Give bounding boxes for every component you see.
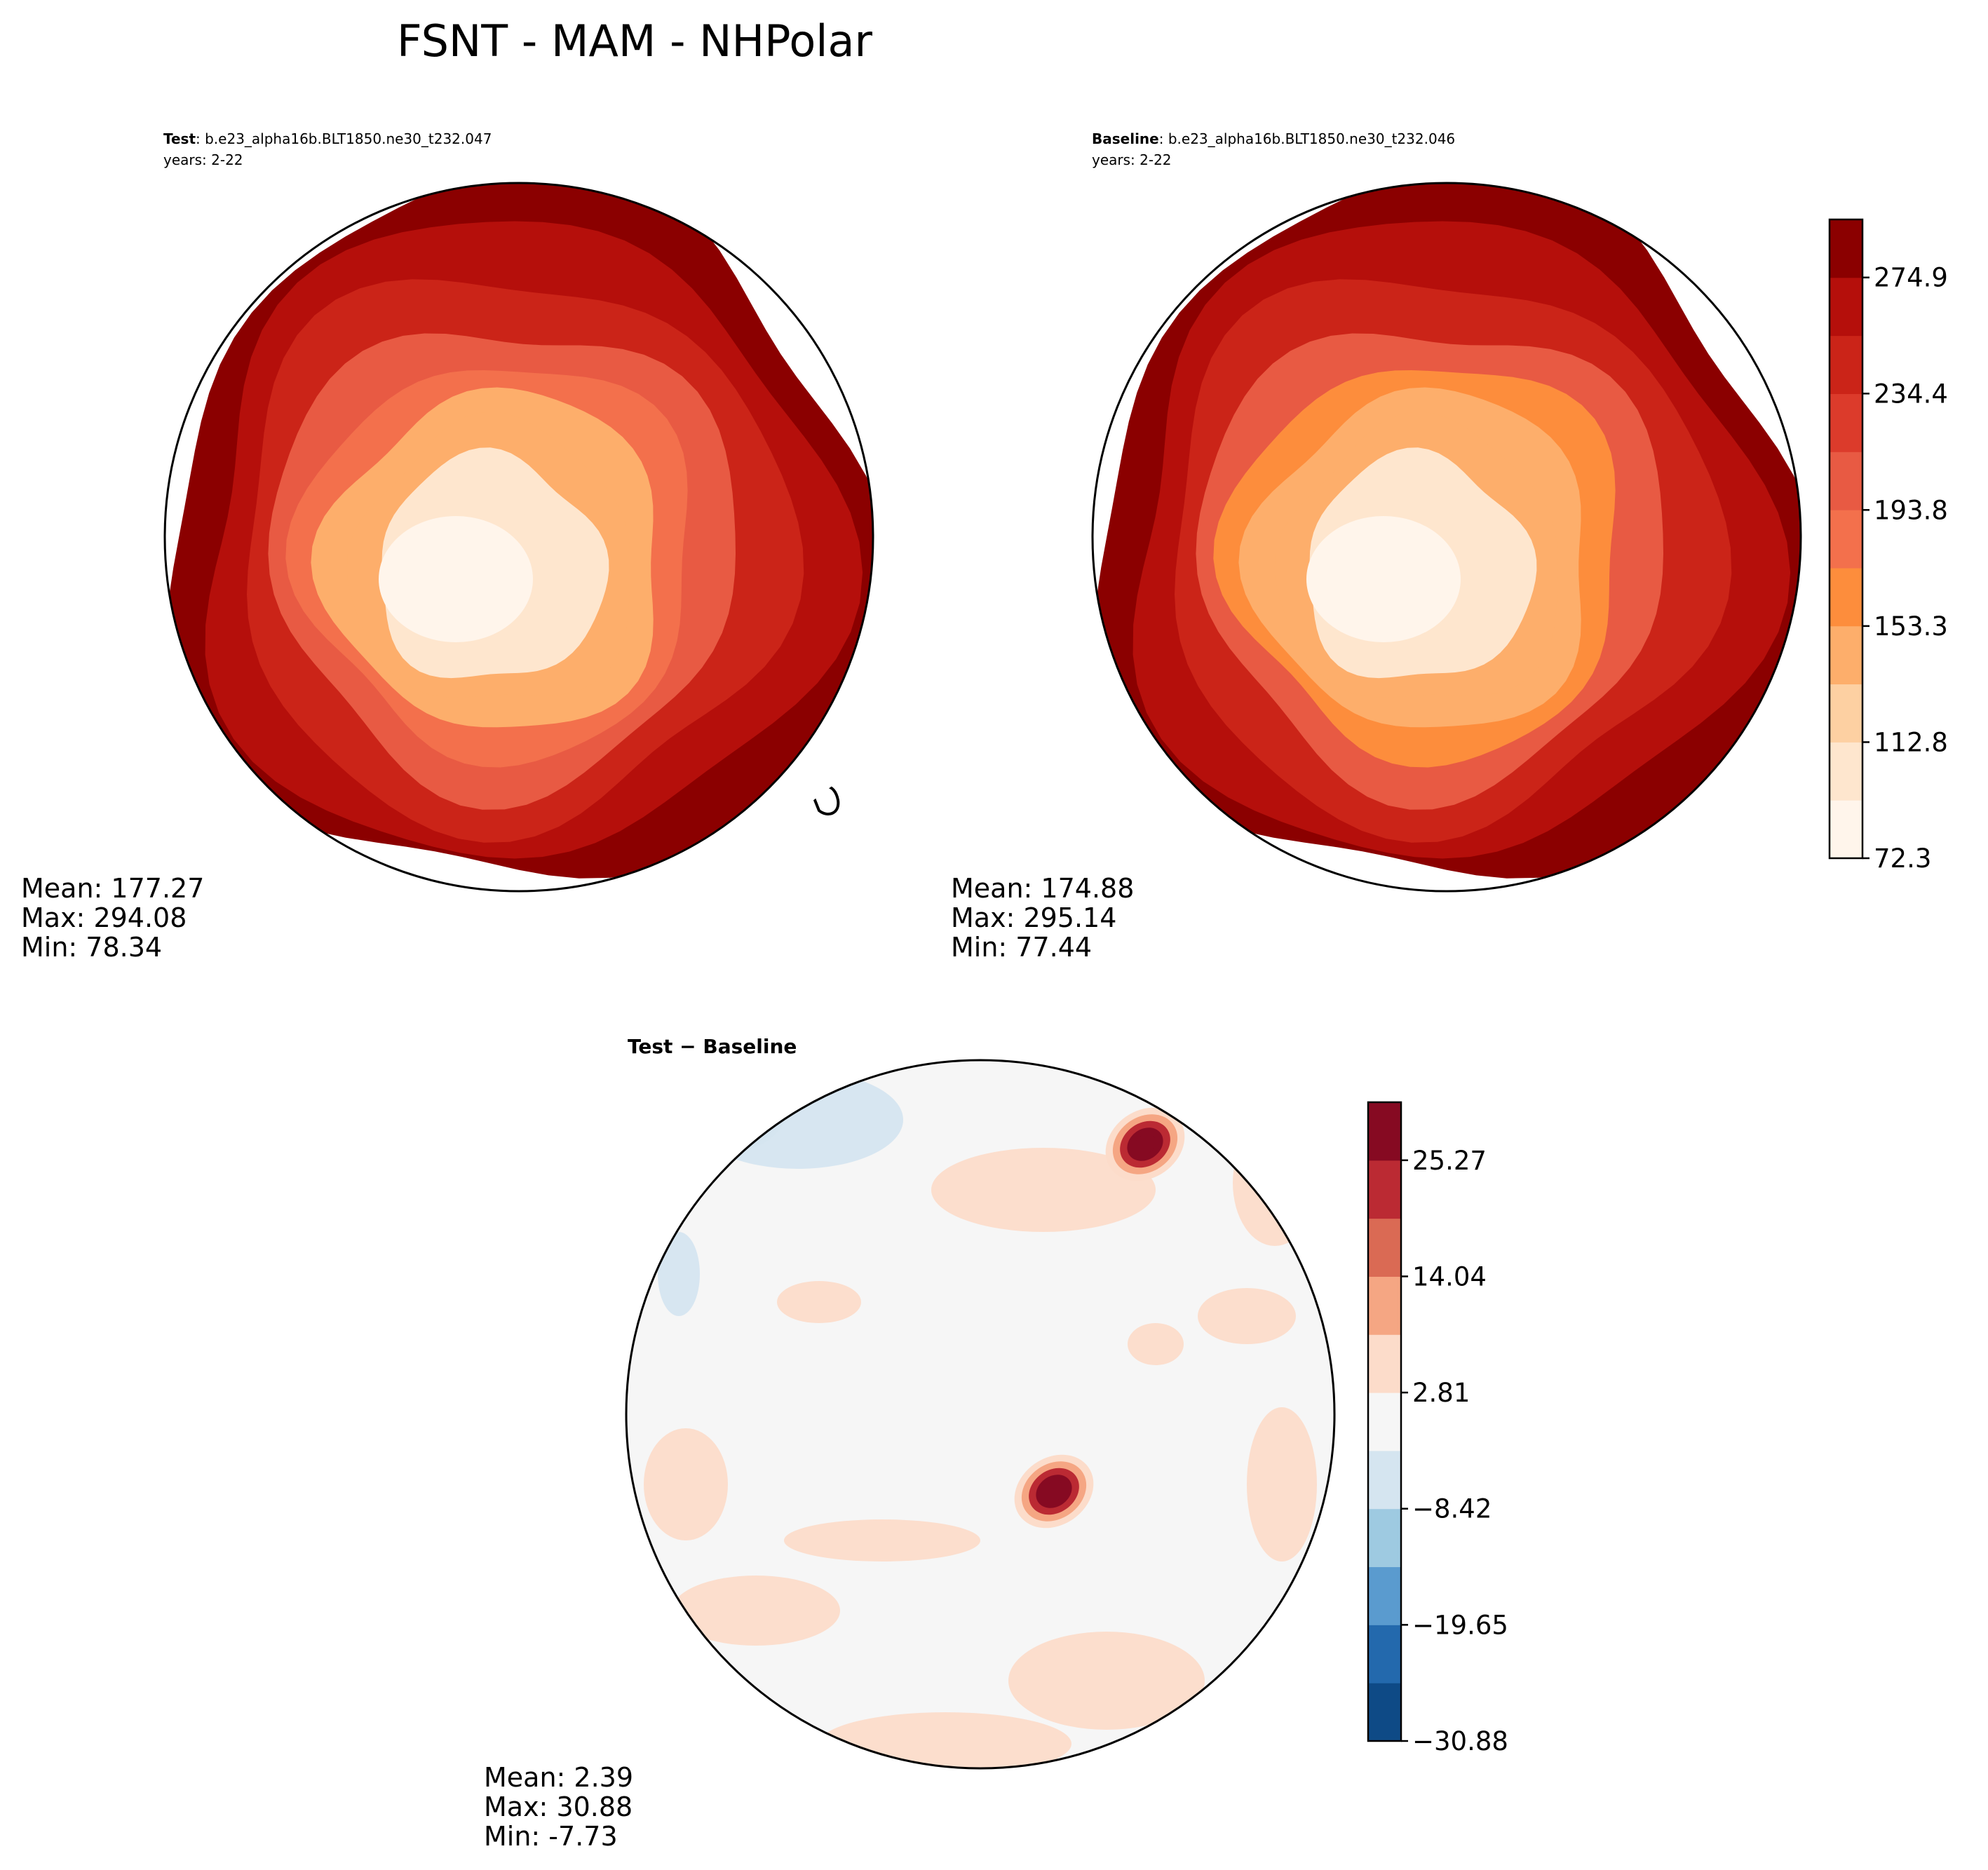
baseline-colorbar-segment <box>1830 742 1862 801</box>
baseline-subtitle: years: 2-22 <box>1092 151 1172 168</box>
baseline-max: Max: 295.14 <box>951 902 1116 933</box>
difference-patch <box>658 1232 700 1316</box>
baseline-panel: Baseline: b.e23_alpha16b.BLT1850.ne30_t2… <box>951 130 1948 963</box>
difference-patch <box>644 1428 728 1540</box>
test-field <box>165 183 873 879</box>
difference-patch <box>1008 1632 1205 1730</box>
difference-max: Max: 30.88 <box>484 1791 633 1822</box>
difference-panel: Test − Baseline Mean: 2.39 Max: 30.88 Mi… <box>484 1035 1508 1852</box>
difference-colorbar-segment <box>1368 1334 1401 1393</box>
test-subtitle: years: 2-22 <box>163 151 243 168</box>
test-map-boundary <box>163 182 874 893</box>
test-min: Min: 78.34 <box>21 932 162 963</box>
difference-colorbar-tick-label: −8.42 <box>1412 1494 1492 1524</box>
test-title-rest: : b.e23_alpha16b.BLT1850.ne30_t232.047 <box>196 130 492 147</box>
difference-mean: Mean: 2.39 <box>484 1762 633 1793</box>
baseline-colorbar-segment <box>1830 510 1862 569</box>
difference-patch <box>1233 1120 1317 1246</box>
difference-colorbar-segment <box>1368 1276 1401 1335</box>
difference-colorbar-segment <box>1368 1102 1401 1161</box>
test-max: Max: 294.08 <box>21 902 187 933</box>
difference-patch <box>1247 1407 1317 1561</box>
baseline-colorbar-frame <box>1828 218 1864 860</box>
difference-patch <box>672 1576 840 1646</box>
baseline-min: Min: 77.44 <box>951 932 1092 963</box>
baseline-colorbar-tick-label: 153.3 <box>1874 611 1948 642</box>
difference-colorbar-segment <box>1368 1393 1401 1451</box>
baseline-title-bold: Baseline <box>1092 130 1159 147</box>
difference-patch <box>1128 1323 1184 1365</box>
baseline-colorbar-segment <box>1830 452 1862 510</box>
baseline-mean: Mean: 174.88 <box>951 873 1134 904</box>
greenland-band <box>1306 516 1461 642</box>
figure-title: FSNT - MAM - NHPolar <box>397 15 872 67</box>
difference-colorbar-segment <box>1368 1683 1401 1742</box>
baseline-map-boundary <box>1091 182 1802 893</box>
difference-patch <box>693 1071 903 1169</box>
test-mean: Mean: 177.27 <box>21 873 204 904</box>
greenland-band <box>379 516 533 642</box>
difference-colorbar-segment <box>1368 1508 1401 1568</box>
baseline-colorbar-segment <box>1830 393 1862 452</box>
difference-map-boundary <box>625 1059 1336 1770</box>
difference-title: Test − Baseline <box>628 1035 797 1058</box>
baseline-colorbar-segment <box>1830 625 1862 685</box>
east-asia-maximum-contour <box>1134 1134 1156 1155</box>
difference-colorbar-frame <box>1367 1101 1402 1742</box>
baseline-colorbar-tick-label: 234.4 <box>1874 379 1948 409</box>
difference-colorbar-segment <box>1368 1450 1401 1510</box>
difference-colorbar-segment <box>1368 1218 1401 1277</box>
baseline-field <box>1093 183 1801 879</box>
difference-patch <box>1198 1288 1296 1344</box>
baseline-colorbar-segment <box>1830 684 1862 743</box>
difference-min: Min: -7.73 <box>484 1821 618 1852</box>
baseline-title-rest: : b.e23_alpha16b.BLT1850.ne30_t232.046 <box>1159 130 1455 147</box>
test-title: Test: b.e23_alpha16b.BLT1850.ne30_t232.0… <box>163 130 492 147</box>
difference-colorbar-tick-label: −19.65 <box>1412 1610 1508 1640</box>
baseline-colorbar-tick-label: 274.9 <box>1874 263 1948 293</box>
difference-colorbar-tick-label: 2.81 <box>1412 1378 1470 1408</box>
baseline-title: Baseline: b.e23_alpha16b.BLT1850.ne30_t2… <box>1092 130 1455 147</box>
baseline-colorbar-tick-label: 193.8 <box>1874 495 1948 525</box>
difference-patch <box>777 1281 861 1323</box>
difference-colorbar-segment <box>1368 1160 1401 1219</box>
baseline-colorbar-segment <box>1830 335 1862 394</box>
difference-colorbar: −30.88 −19.65 −8.42 2.81 14.04 25.27 <box>1367 1101 1508 1756</box>
baseline-colorbar-segment <box>1830 567 1862 627</box>
difference-colorbar-tick-label: −30.88 <box>1412 1726 1508 1756</box>
baseline-colorbar-tick-label: 112.8 <box>1874 727 1948 757</box>
difference-colorbar-segment <box>1368 1625 1401 1683</box>
baseline-colorbar-segment <box>1830 800 1862 859</box>
baseline-colorbar-segment <box>1830 277 1862 337</box>
difference-patch <box>784 1519 980 1561</box>
test-panel: Test: b.e23_alpha16b.BLT1850.ne30_t232.0… <box>21 130 874 963</box>
baseline-colorbar-tick-label: 72.3 <box>1874 843 1931 874</box>
difference-colorbar-tick-label: 14.04 <box>1412 1261 1487 1292</box>
baseline-colorbar: 72.3 112.8 153.3 193.8 234.4 274.9 <box>1828 218 1948 874</box>
difference-colorbar-tick-label: 25.27 <box>1412 1146 1487 1176</box>
difference-colorbar-segment <box>1368 1566 1401 1625</box>
scandinavia-maximum-contour <box>1043 1481 1065 1502</box>
difference-patch <box>931 1148 1156 1232</box>
baseline-colorbar-segment <box>1830 219 1862 278</box>
test-title-bold: Test <box>163 130 196 147</box>
